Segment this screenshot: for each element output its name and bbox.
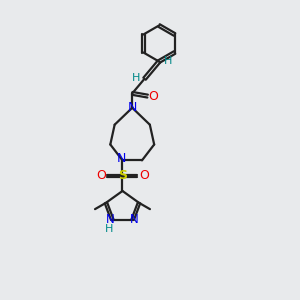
- Text: O: O: [139, 169, 149, 182]
- Text: H: H: [105, 224, 113, 234]
- Text: N: N: [117, 152, 127, 165]
- Text: N: N: [128, 101, 137, 114]
- Text: N: N: [106, 213, 115, 226]
- Text: O: O: [96, 169, 106, 182]
- Text: N: N: [130, 213, 139, 226]
- Text: H: H: [132, 73, 140, 83]
- Text: O: O: [149, 90, 158, 103]
- Text: H: H: [164, 56, 172, 66]
- Text: S: S: [118, 169, 127, 182]
